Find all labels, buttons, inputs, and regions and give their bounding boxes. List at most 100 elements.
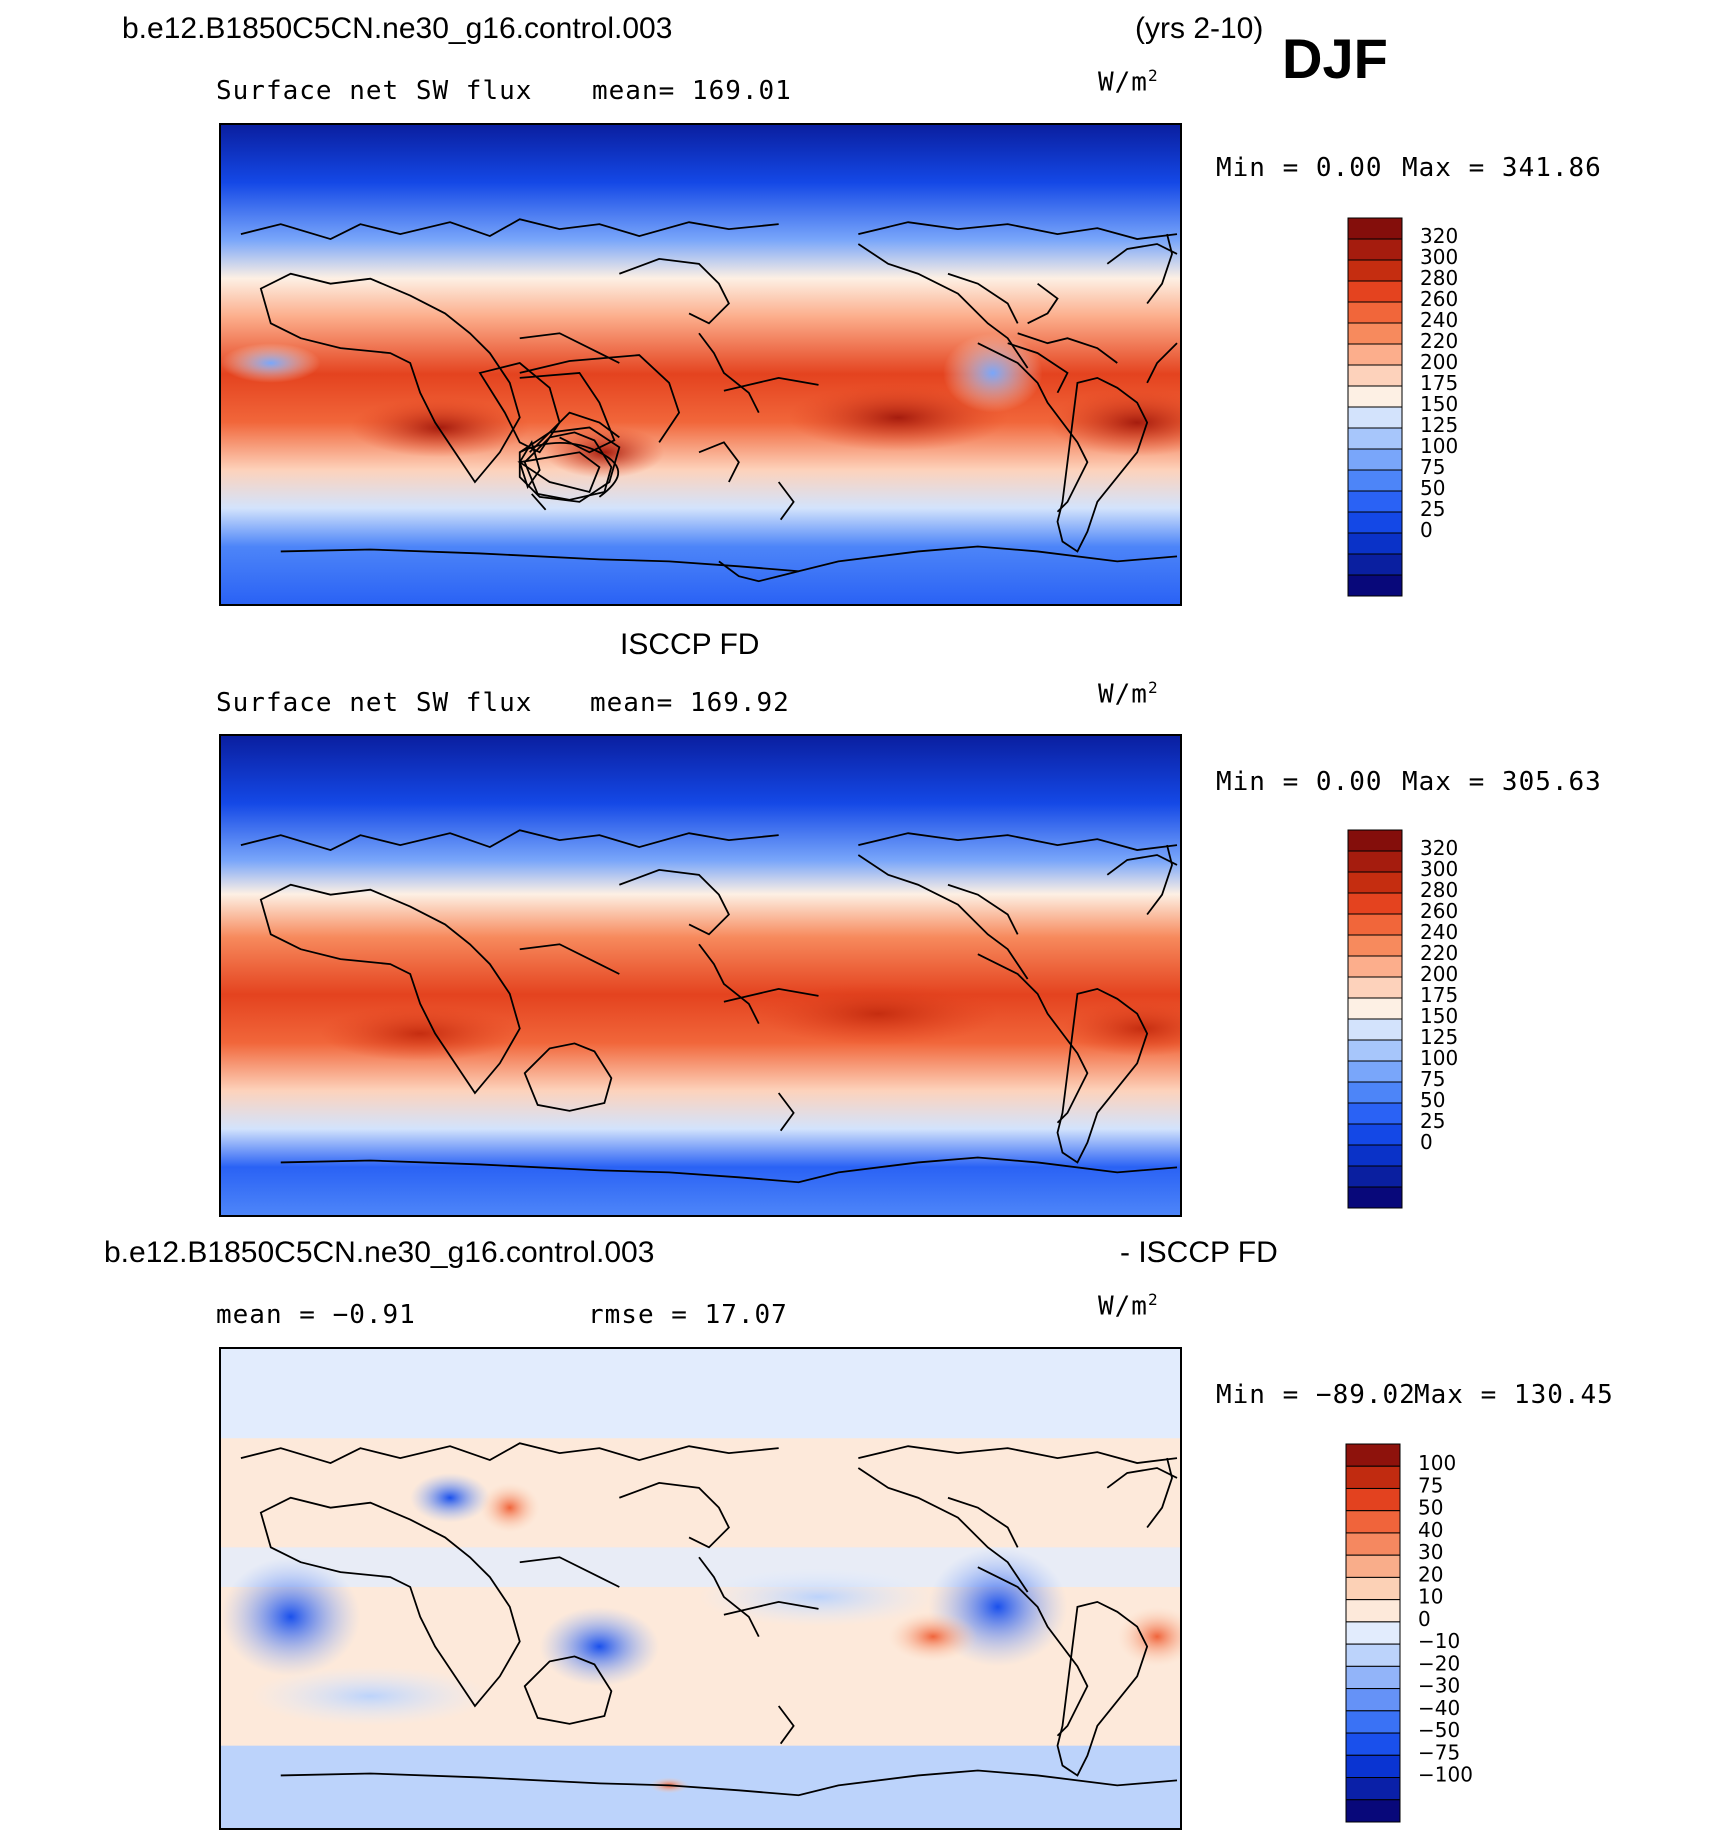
panel3-units: W/m2	[1098, 1290, 1159, 1322]
colorbar-tick-label: 280	[1420, 266, 1458, 290]
colorbar-box	[1347, 532, 1403, 555]
panel3-lightblue-anomaly	[250, 1666, 490, 1726]
colorbar-box	[1345, 1777, 1401, 1801]
colorbar-box	[1347, 511, 1403, 534]
panel1-units: W/m2	[1098, 66, 1159, 98]
colorbar-tick-label: 240	[1420, 308, 1458, 332]
colorbar-box	[1347, 364, 1403, 387]
colorbar-box	[1345, 1665, 1401, 1690]
colorbar-box	[1347, 301, 1403, 324]
colorbar-tick-label: 175	[1420, 983, 1458, 1007]
colorbar-box	[1345, 1465, 1401, 1489]
panel3-lightblue-anomaly	[699, 1567, 939, 1627]
panel2-hotspot	[758, 981, 998, 1046]
panel2-map-field	[221, 736, 1180, 1215]
colorbar-tick-label: −40	[1418, 1696, 1460, 1720]
panel3-red-anomaly	[479, 1482, 540, 1533]
colorbar-tick-label: 50	[1418, 1496, 1443, 1520]
colorbar-box	[1347, 871, 1403, 894]
panel2-mean: mean= 169.92	[590, 688, 790, 718]
colorbar-box	[1347, 427, 1403, 450]
colorbar-tick-label: −75	[1418, 1740, 1460, 1764]
colorbar-tick-label: 50	[1420, 476, 1445, 500]
colorbar-box	[1347, 574, 1403, 597]
colorbar-tick-label: 100	[1418, 1451, 1456, 1475]
colorbar-tick-label: 40	[1418, 1518, 1443, 1542]
panel3-colorbar: 100 75 50 40 30 20 10 0 −10 −20 −30 −40 −50 −75 −100	[1338, 1440, 1498, 1830]
colorbar-tick-label: 100	[1420, 1046, 1458, 1070]
colorbar-box	[1347, 976, 1403, 999]
panel3-coastlines	[240, 1442, 1178, 1797]
colorbar-box	[1347, 343, 1403, 366]
panel1-hotspot	[788, 383, 1008, 452]
colorbar-box	[1345, 1554, 1401, 1578]
colorbar-box	[1345, 1754, 1401, 1779]
colorbar-tick-label: −50	[1418, 1718, 1460, 1742]
colorbar-tick-label: 0	[1418, 1607, 1431, 1631]
panel1-max-label: Max = 341.86	[1402, 153, 1602, 183]
panel3-field-band	[221, 1349, 1180, 1439]
panel1-coldspot	[221, 343, 321, 383]
panel2-map	[219, 734, 1182, 1217]
colorbar-tick-label: 240	[1420, 920, 1458, 944]
colorbar-tick-label: 200	[1420, 962, 1458, 986]
colorbar-box	[1345, 1732, 1401, 1756]
colorbar-tick-label: 50	[1420, 1088, 1445, 1112]
colorbar-box	[1347, 385, 1403, 408]
colorbar-box	[1347, 892, 1403, 915]
colorbar-box	[1345, 1710, 1401, 1734]
panel3-mean: mean = −0.91	[216, 1300, 416, 1330]
years-label: (yrs 2-10)	[1135, 12, 1264, 45]
colorbar-box	[1347, 322, 1403, 345]
colorbar-box	[1345, 1599, 1401, 1623]
colorbar-tick-label: 320	[1420, 224, 1458, 248]
colorbar-box	[1347, 1123, 1403, 1146]
panel1-colorbar: 320 300 280 260 240 220 200 175 150 125 100 75 50 25 0	[1340, 214, 1480, 604]
colorbar-tick-label: 100	[1420, 434, 1458, 458]
panel3-map-field	[221, 1349, 1180, 1828]
colorbar-box	[1345, 1576, 1401, 1601]
panel3-blue-anomaly	[539, 1606, 660, 1687]
colorbar-box	[1345, 1532, 1401, 1556]
colorbar-tick-label: 10	[1418, 1585, 1443, 1609]
colorbar-box	[1347, 1018, 1403, 1041]
colorbar-tick-label: 75	[1420, 455, 1445, 479]
panel2-coastlines	[240, 829, 1178, 1184]
colorbar-tick-label: 30	[1418, 1540, 1443, 1564]
colorbar-tick-label: 75	[1420, 1067, 1445, 1091]
colorbar-box	[1347, 280, 1403, 303]
colorbar-box	[1347, 1186, 1403, 1209]
colorbar-box	[1345, 1643, 1401, 1667]
colorbar-box	[1347, 1165, 1403, 1188]
colorbar-box	[1347, 1039, 1403, 1062]
panel3-map	[219, 1347, 1182, 1830]
panel1-map-field	[221, 125, 1180, 604]
colorbar-box	[1347, 850, 1403, 873]
season-label: DJF	[1282, 27, 1388, 90]
colorbar-tick-label: 125	[1420, 413, 1458, 437]
panel2-hotspot	[1062, 1000, 1180, 1057]
colorbar-box	[1347, 490, 1403, 513]
colorbar-tick-label: 220	[1420, 329, 1458, 353]
colorbar-tick-label: 125	[1420, 1025, 1458, 1049]
colorbar-box	[1345, 1510, 1401, 1534]
colorbar-box	[1347, 997, 1403, 1020]
colorbar-tick-label: −100	[1418, 1763, 1473, 1787]
colorbar-tick-label: 20	[1418, 1562, 1443, 1586]
colorbar-tick-label: 260	[1420, 899, 1458, 923]
panel2-colorbar: 320 300 280 260 240 220 200 175 150 125 100 75 50 25 0	[1340, 826, 1480, 1216]
colorbar-box	[1347, 1081, 1403, 1104]
colorbar-box	[1347, 469, 1403, 492]
panel1-field-label: Surface net SW flux	[216, 76, 533, 106]
colorbar-tick-label: 200	[1420, 350, 1458, 374]
colorbar-tick-label: −20	[1418, 1651, 1460, 1675]
colorbar-tick-label: 220	[1420, 941, 1458, 965]
colorbar-tick-label: 280	[1420, 878, 1458, 902]
colorbar-tick-label: 300	[1420, 857, 1458, 881]
panel1-min-label: Min = 0.00	[1216, 153, 1383, 183]
colorbar-box	[1347, 448, 1403, 471]
colorbar-box	[1347, 259, 1403, 282]
